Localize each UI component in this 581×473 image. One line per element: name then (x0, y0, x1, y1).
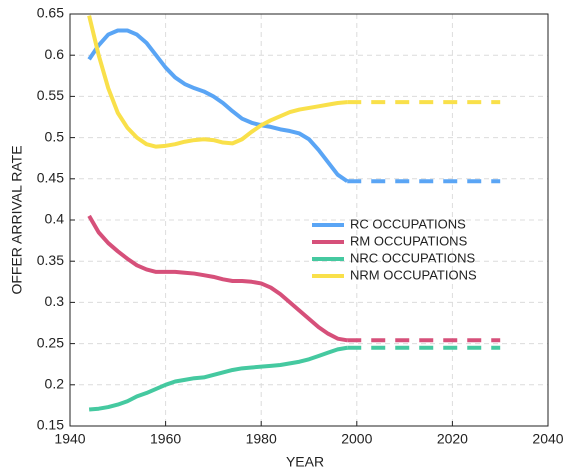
y-tick-label: 0.35 (37, 252, 64, 268)
plot-frame (69, 13, 549, 427)
series-line (87, 15, 348, 149)
x-tick-label: 2000 (341, 431, 372, 447)
y-tick-label: 0.65 (37, 5, 64, 21)
y-tick-label: 0.4 (45, 211, 65, 227)
y-tick-label: 0.5 (45, 128, 65, 144)
legend: RC OCCUPATIONS RM OCCUPATIONS NRC OCCUPATI… (312, 216, 477, 282)
x-axis-label: YEAR (286, 454, 324, 470)
legend-label: RC OCCUPATIONS (350, 216, 466, 231)
x-tick-label: 2020 (437, 431, 468, 447)
y-tick-label: 0.55 (37, 87, 64, 103)
x-tick-label: 1980 (246, 431, 277, 447)
legend-label: NRC OCCUPATIONS (350, 250, 476, 265)
series-line (87, 214, 348, 343)
x-tick-label: 2040 (532, 431, 563, 447)
y-axis-label: OFFER ARRIVAL RATE (9, 145, 25, 294)
series-line (88, 345, 348, 412)
y-tick-label: 0.15 (37, 417, 64, 433)
y-tick-label: 0.25 (37, 334, 64, 350)
x-tick-label: 1960 (150, 431, 181, 447)
legend-label: NRM OCCUPATIONS (350, 267, 477, 282)
y-tick-label: 0.45 (37, 170, 64, 186)
y-tick-label: 0.3 (45, 293, 65, 309)
y-tick-label: 0.2 (45, 376, 65, 392)
x-tick-label: 1940 (54, 431, 85, 447)
legend-label: RM OCCUPATIONS (350, 233, 468, 248)
series-line (87, 28, 349, 183)
y-tick-label: 0.6 (45, 46, 65, 62)
